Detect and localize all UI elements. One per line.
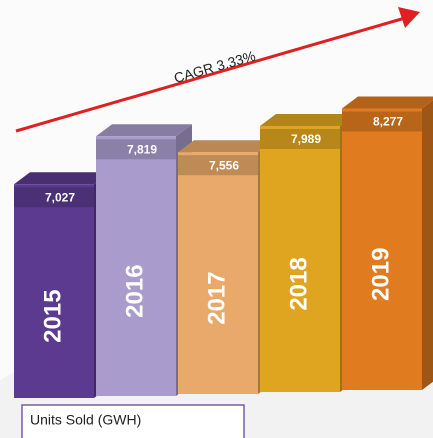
category-label: 2019	[367, 248, 394, 301]
category-label: 2016	[121, 264, 148, 317]
bar	[260, 125, 340, 392]
bar-top	[178, 140, 274, 153]
bar-top	[96, 124, 192, 137]
category-label: 2017	[203, 271, 230, 324]
units-label: Units Sold (GWH)	[30, 412, 141, 428]
bars: 7,027 2015 7,819 2016 7,556 2017 7,989 2018 8,27…	[14, 96, 433, 398]
bar-top	[342, 96, 433, 109]
category-label: 2015	[39, 289, 66, 342]
value-band	[260, 128, 340, 149]
arrow-head	[398, 7, 420, 28]
bar	[178, 152, 258, 394]
label-box	[21, 404, 245, 438]
bar	[342, 108, 422, 391]
value-band	[96, 139, 176, 160]
value-label: 8,277	[373, 115, 403, 129]
trend-arrow	[15, 16, 406, 133]
value-label: 7,556	[209, 158, 239, 172]
value-label: 7,989	[291, 132, 321, 146]
value-band	[14, 187, 94, 208]
bar	[14, 184, 94, 398]
value-label: 7,819	[127, 142, 157, 156]
bar-side	[422, 100, 433, 390]
bar-top	[14, 172, 110, 185]
bar	[96, 136, 176, 396]
bar-top	[260, 113, 356, 126]
category-label: 2018	[285, 257, 312, 310]
value-label: 7,027	[45, 190, 75, 204]
value-band	[342, 111, 422, 132]
value-band	[178, 155, 258, 176]
